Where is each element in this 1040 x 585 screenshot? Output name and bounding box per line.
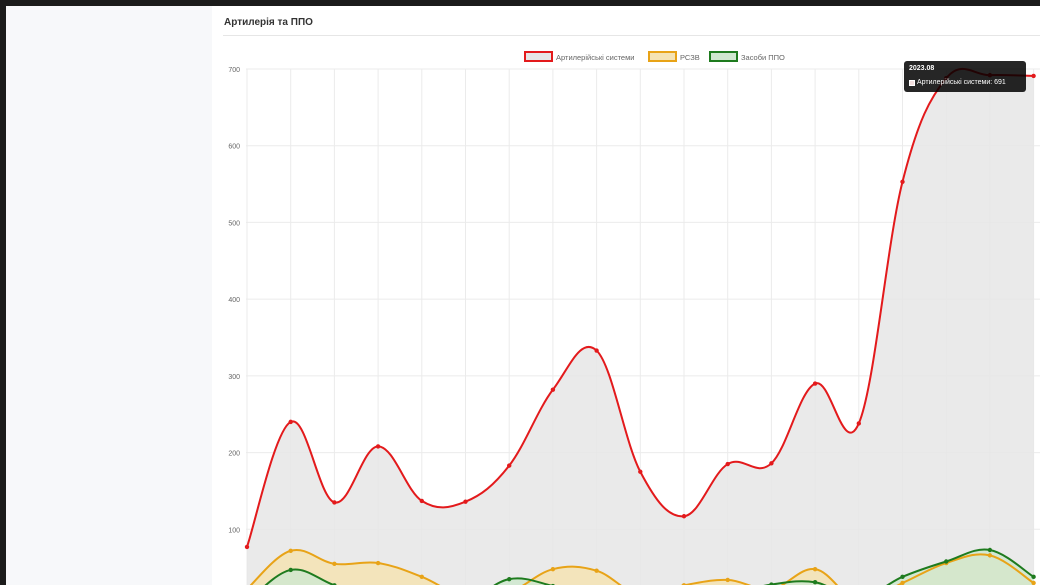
chart-panel: Артилерія та ППО 100 200 300 400 500 600 700 Ар… <box>212 6 1040 585</box>
data-point[interactable] <box>288 548 293 553</box>
data-point[interactable] <box>856 421 861 426</box>
data-point[interactable] <box>375 444 381 449</box>
sidebar <box>6 6 212 585</box>
y-tick-label: 500 <box>228 220 240 227</box>
line-chart[interactable]: 100 200 300 400 500 600 700 Артилерійські систе… <box>212 6 1040 585</box>
panel-title: Артилерія та ППО <box>224 17 313 28</box>
y-tick-label: 400 <box>228 297 240 304</box>
series-area <box>265 549 1034 585</box>
data-point[interactable] <box>681 514 687 519</box>
data-point[interactable] <box>507 576 512 582</box>
data-point[interactable] <box>419 498 424 504</box>
data-point[interactable] <box>769 582 774 585</box>
data-point[interactable] <box>812 566 818 572</box>
legend-label[interactable]: Артилерійські системи <box>556 53 634 62</box>
data-point[interactable] <box>594 568 599 573</box>
y-tick-label: 600 <box>228 144 240 151</box>
tooltip-swatch <box>909 80 915 86</box>
legend-label[interactable]: РСЗВ <box>680 53 700 62</box>
data-point[interactable] <box>463 499 468 504</box>
data-point[interactable] <box>1031 73 1036 79</box>
data-point[interactable] <box>419 574 424 580</box>
tooltip-body: Артилерійські системи: 691 <box>917 79 1006 86</box>
y-tick-label: 700 <box>228 67 240 74</box>
y-tick-label: 200 <box>228 451 240 458</box>
data-point[interactable] <box>288 419 293 425</box>
data-point[interactable] <box>332 561 337 567</box>
data-point[interactable] <box>987 553 993 558</box>
legend-swatch[interactable] <box>648 51 677 62</box>
data-point[interactable] <box>332 500 337 505</box>
data-point[interactable] <box>812 580 818 585</box>
data-point[interactable] <box>375 560 381 566</box>
series-area <box>247 68 1034 585</box>
data-point[interactable] <box>1031 580 1036 585</box>
legend-label[interactable]: Засоби ППО <box>741 53 785 62</box>
data-point[interactable] <box>1031 574 1036 580</box>
data-point[interactable] <box>638 469 643 474</box>
data-point[interactable] <box>900 574 905 580</box>
data-point[interactable] <box>725 461 730 467</box>
data-point[interactable] <box>507 463 512 468</box>
tooltip-title: 2023.08 <box>909 65 935 72</box>
panel-divider <box>223 35 1040 36</box>
data-point[interactable] <box>987 547 993 553</box>
data-point[interactable] <box>900 580 905 585</box>
y-tick-label: 300 <box>228 374 240 381</box>
data-point[interactable] <box>725 577 730 583</box>
data-point[interactable] <box>812 381 818 386</box>
legend-swatch[interactable] <box>524 51 553 62</box>
data-point[interactable] <box>244 544 250 550</box>
data-point[interactable] <box>900 179 905 184</box>
top-bar <box>0 0 1040 6</box>
data-point[interactable] <box>550 566 556 572</box>
legend-swatch[interactable] <box>709 51 738 62</box>
data-point[interactable] <box>550 387 556 392</box>
data-point[interactable] <box>944 559 949 564</box>
chart-tooltip: 2023.08 Артилерійські системи: 691 <box>904 61 1026 92</box>
data-point[interactable] <box>769 461 774 466</box>
data-point[interactable] <box>288 567 293 573</box>
y-tick-label: 100 <box>228 527 240 534</box>
data-point[interactable] <box>594 348 599 353</box>
